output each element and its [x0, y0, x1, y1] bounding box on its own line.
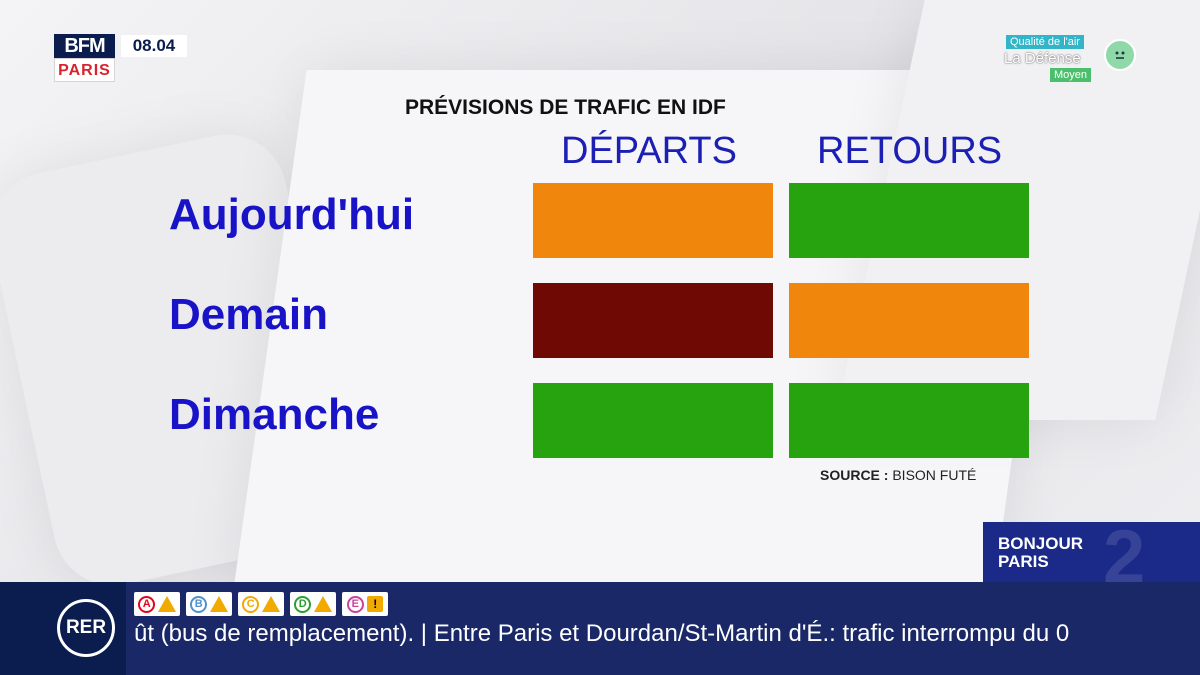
alert-icon: !	[367, 596, 384, 612]
row-label-aujourdhui: Aujourd'hui	[169, 190, 415, 239]
source-value: BISON FUTÉ	[892, 467, 977, 483]
traffic-cell	[533, 183, 773, 258]
ticker-text: ût (bus de remplacement). | Entre Paris …	[134, 620, 1070, 647]
traffic-cell	[533, 283, 773, 358]
air-quality-title: Qualité de l'air	[1006, 35, 1084, 49]
column-header-departs: DÉPARTS	[561, 130, 737, 172]
line-c-icon: C	[242, 595, 260, 613]
clock: 08.04	[121, 35, 187, 57]
column-header-retours: RETOURS	[817, 130, 1003, 172]
row-label-dimanche: Dimanche	[169, 390, 380, 439]
rer-line-a-status: A	[134, 592, 180, 616]
logo-bottom-text: PARIS	[54, 58, 115, 82]
show-title-line2: PARIS	[998, 552, 1049, 571]
traffic-cell	[789, 383, 1029, 458]
warning-icon	[157, 596, 176, 612]
air-quality-location: La Défense	[1004, 50, 1081, 67]
traffic-cell	[789, 283, 1029, 358]
show-badge-watermark: 2	[1103, 522, 1146, 582]
source-note: SOURCE : BISON FUTÉ	[820, 467, 976, 483]
show-badge: 2 BONJOUR PARIS	[983, 522, 1200, 582]
neutral-face-icon	[1104, 39, 1136, 71]
rer-line-e-status: E !	[342, 592, 388, 616]
line-a-icon: A	[138, 595, 156, 613]
rer-line-d-status: D	[290, 592, 336, 616]
rer-logo-icon: RER	[57, 599, 115, 657]
source-label: SOURCE :	[820, 467, 889, 483]
rer-lines-status: A B C D E !	[134, 592, 388, 616]
rer-line-b-status: B	[186, 592, 232, 616]
warning-icon	[209, 596, 228, 612]
warning-icon	[261, 596, 280, 612]
show-title-line1: BONJOUR	[998, 534, 1084, 553]
rer-line-c-status: C	[238, 592, 284, 616]
news-ticker: RER A B C D E ! ût (bus de	[0, 582, 1200, 675]
line-e-icon: E	[346, 595, 364, 613]
show-title: BONJOUR PARIS	[998, 535, 1083, 571]
row-label-demain: Demain	[169, 290, 328, 339]
rer-network-box: RER	[0, 582, 126, 675]
air-quality-widget: Qualité de l'air La Défense Moyen	[1004, 35, 1144, 85]
ticker-content: A B C D E ! ût (bus de remplacement). | …	[126, 582, 1200, 675]
traffic-cell	[533, 383, 773, 458]
logo-top-text: BFM	[54, 34, 115, 58]
forecast-title: PRÉVISIONS DE TRAFIC EN IDF	[405, 96, 726, 119]
air-quality-level: Moyen	[1050, 68, 1092, 82]
channel-logo: BFM PARIS	[54, 34, 115, 82]
traffic-cell	[789, 183, 1029, 258]
warning-icon	[313, 596, 332, 612]
line-b-icon: B	[190, 595, 208, 613]
line-d-icon: D	[294, 595, 312, 613]
